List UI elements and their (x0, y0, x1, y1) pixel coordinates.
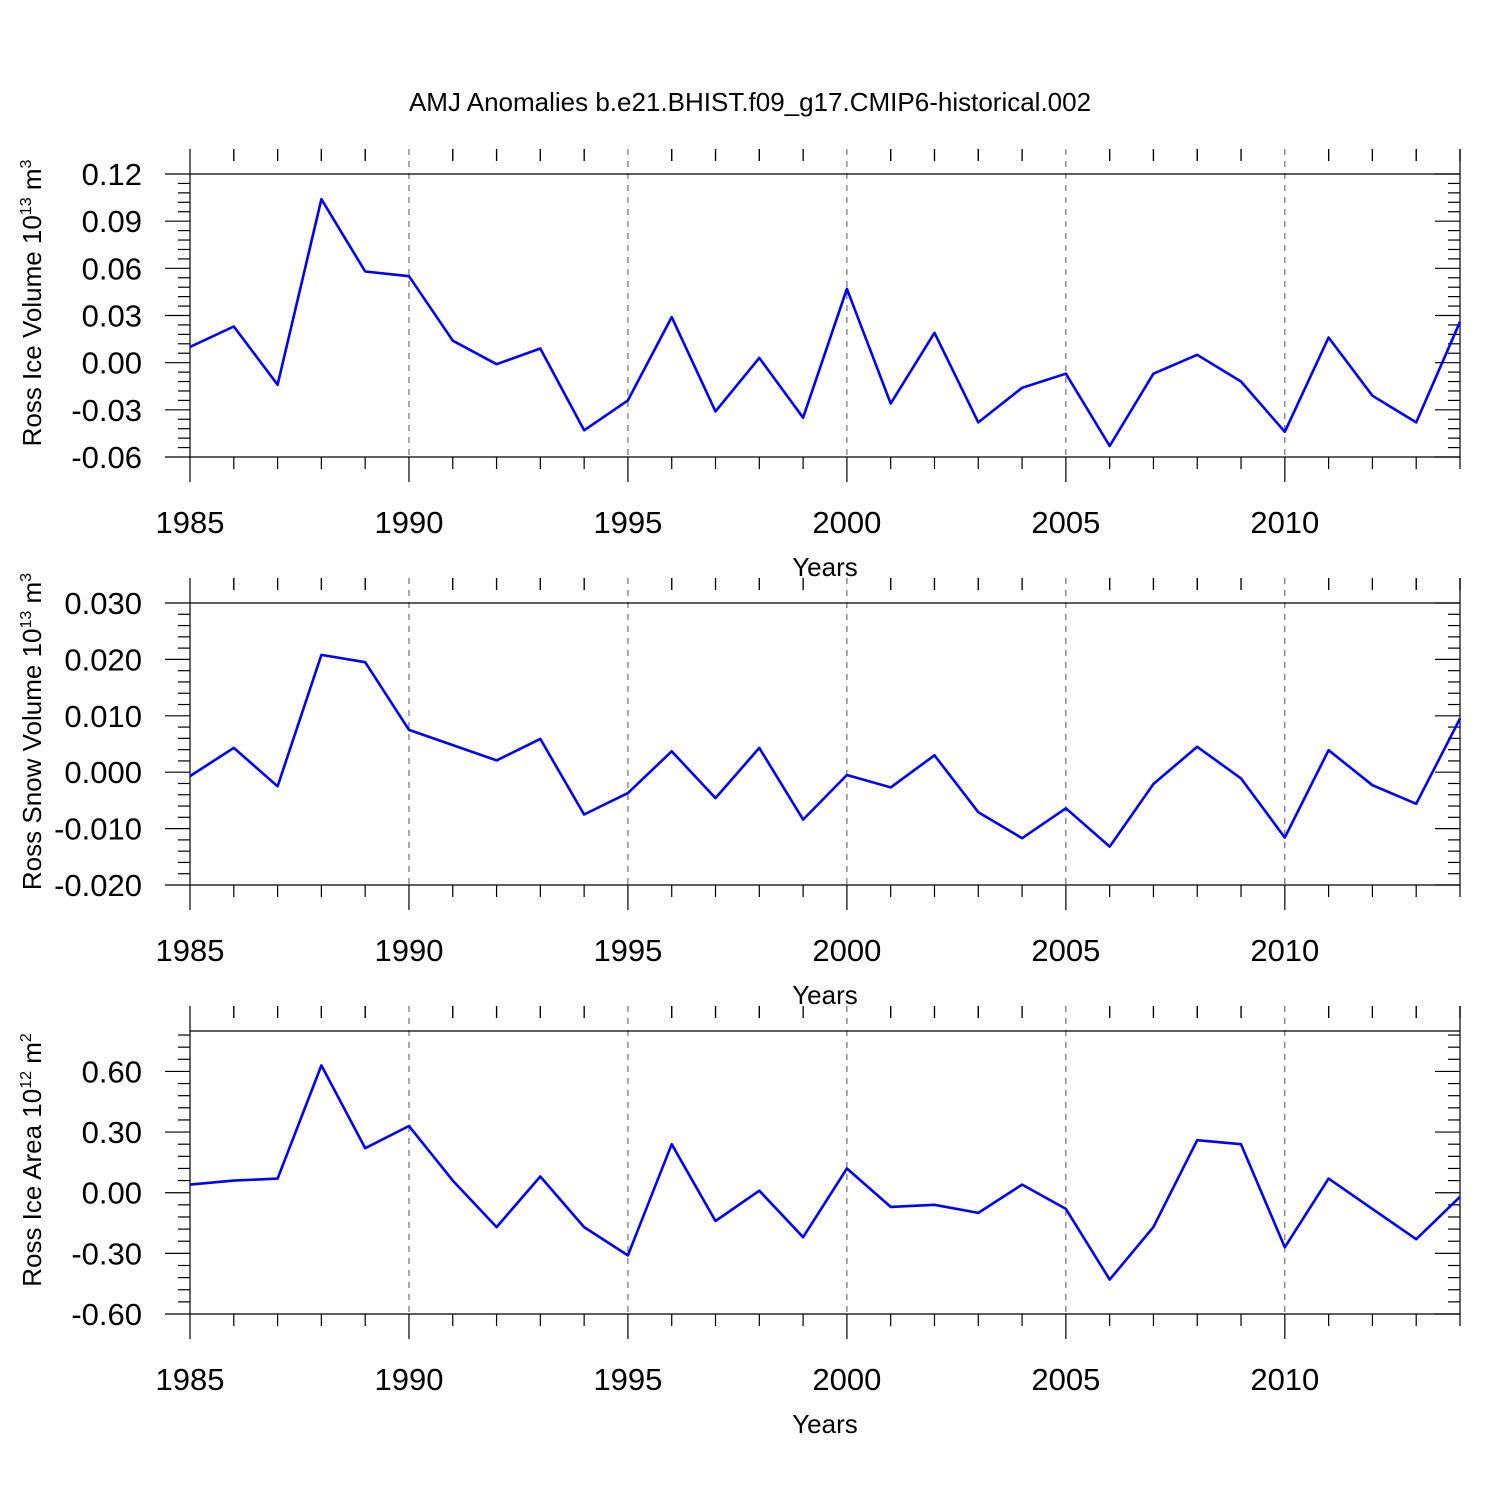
x-tick-label: 2010 (1250, 1362, 1319, 1397)
series-line (189, 1064, 1461, 1281)
y-tick-label: 0.000 (64, 755, 142, 790)
y-tick-label: 0.020 (64, 642, 142, 677)
series-line (189, 197, 1462, 448)
y-tick-label: -0.03 (71, 393, 142, 428)
y-tick-label: 0.030 (64, 586, 142, 621)
y-axis-label-superscript: 3 (18, 159, 35, 168)
x-axis-label: Years (792, 980, 858, 1010)
series-line (189, 653, 1462, 848)
y-tick-label: -0.30 (71, 1236, 142, 1271)
x-tick-label: 1995 (593, 933, 662, 968)
y-axis-label-superscript: 2 (18, 1033, 35, 1042)
y-axis-label-part: Ross Ice Area 10 (17, 1089, 47, 1287)
x-tick-label: 1995 (593, 1362, 662, 1397)
x-tick-label: 1985 (156, 1362, 225, 1397)
y-axis-label-part: m (17, 1042, 47, 1071)
figure-title: AMJ Anomalies b.e21.BHIST.f09_g17.CMIP6-… (409, 87, 1091, 117)
y-axis-label-part: m (17, 168, 47, 197)
x-tick-label: 1985 (156, 933, 225, 968)
y-tick-label: -0.020 (54, 868, 142, 903)
y-tick-label: -0.010 (54, 812, 142, 847)
y-axis-label-part: Ross Snow Volume 10 (17, 629, 47, 891)
x-tick-label: 1995 (593, 505, 662, 540)
y-axis-label-superscript: 13 (18, 611, 35, 629)
y-tick-label: 0.03 (82, 299, 142, 334)
y-axis-label-part: m (17, 582, 47, 611)
x-tick-label: 2010 (1250, 933, 1319, 968)
x-tick-label: 2005 (1031, 1362, 1100, 1397)
y-tick-label: 0.00 (82, 346, 142, 381)
y-tick-label: -0.60 (71, 1297, 142, 1332)
y-tick-label: -0.06 (71, 440, 142, 475)
x-tick-label: 2005 (1031, 505, 1100, 540)
y-tick-label: 0.00 (82, 1176, 142, 1211)
y-tick-label: 0.30 (82, 1115, 142, 1150)
x-tick-label: 2000 (812, 933, 881, 968)
y-axis-label-superscript: 12 (18, 1071, 35, 1089)
x-tick-label: 2005 (1031, 933, 1100, 968)
chart-panel-1: -0.06 -0.03 0.00 0.03 0.06 0.09 0.12 1985 1990 19… (17, 149, 1462, 582)
x-tick-label: 1985 (156, 505, 225, 540)
y-axis-label-superscript: 13 (18, 197, 35, 215)
x-axis-label: Years (792, 552, 858, 582)
y-tick-label: 0.60 (82, 1054, 142, 1089)
y-axis-label: Ross Ice Volume 1013 m3 (17, 159, 47, 446)
y-axis-label-part: Ross Ice Volume 10 (17, 215, 47, 446)
y-tick-label: 0.010 (64, 699, 142, 734)
x-tick-label: 1990 (374, 1362, 443, 1397)
x-tick-label: 1990 (374, 505, 443, 540)
y-tick-label: 0.06 (82, 251, 142, 286)
y-axis-label: Ross Snow Volume 1013 m3 (17, 573, 47, 890)
x-tick-label: 2010 (1250, 505, 1319, 540)
x-tick-label: 2000 (812, 1362, 881, 1397)
y-axis-label-superscript: 3 (18, 573, 35, 582)
x-tick-label: 2000 (812, 505, 881, 540)
chart-panel-2: -0.020 -0.010 0.000 0.010 0.020 0.030 1985 1990… (17, 573, 1462, 1010)
x-tick-label: 1990 (374, 933, 443, 968)
chart-panel-3: -0.60 -0.30 0.00 0.30 0.60 1985 1990 1995 2000 20… (17, 1006, 1461, 1439)
y-tick-label: 0.12 (82, 157, 142, 192)
y-tick-label: 0.09 (82, 204, 142, 239)
x-axis-label: Years (792, 1409, 858, 1439)
y-axis-label: Ross Ice Area 1012 m2 (17, 1033, 47, 1287)
